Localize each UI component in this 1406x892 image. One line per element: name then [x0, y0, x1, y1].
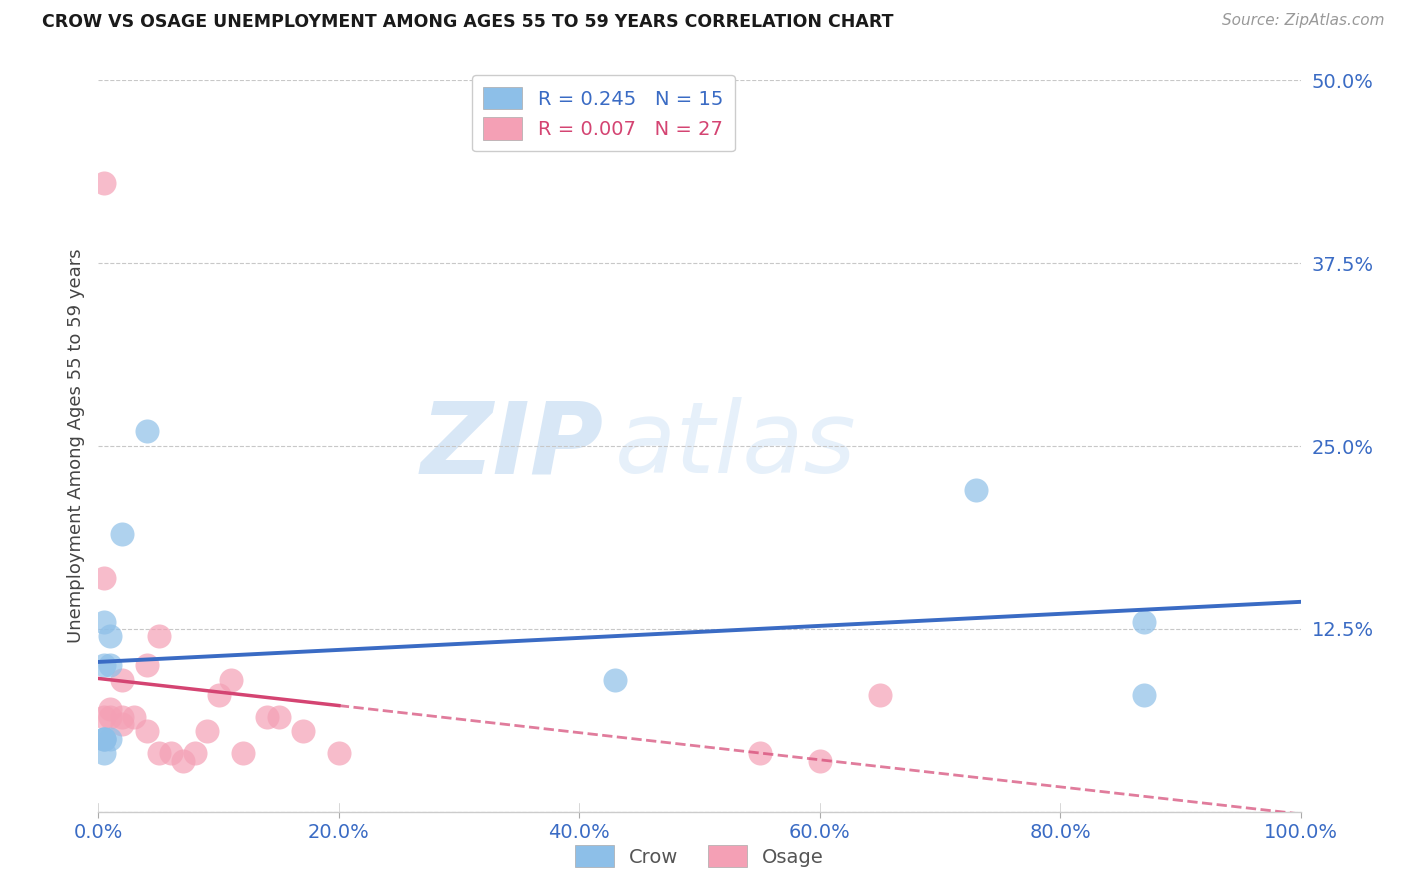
Point [135, 658, 157, 673]
Text: CROW VS OSAGE UNEMPLOYMENT AMONG AGES 55 TO 59 YEARS CORRELATION CHART: CROW VS OSAGE UNEMPLOYMENT AMONG AGES 55… [42, 13, 894, 31]
Text: atlas: atlas [616, 398, 858, 494]
Text: ZIP: ZIP [420, 398, 603, 494]
Point [135, 425, 157, 439]
Text: Source: ZipAtlas.com: Source: ZipAtlas.com [1222, 13, 1385, 29]
Point [93, 746, 115, 760]
Point [256, 709, 278, 723]
Point [100, 702, 122, 716]
Point [328, 746, 350, 760]
Point [135, 724, 157, 739]
Point [100, 658, 122, 673]
Point [111, 717, 134, 731]
Point [93, 731, 115, 746]
Point [219, 673, 242, 687]
Y-axis label: Unemployment Among Ages 55 to 59 years: Unemployment Among Ages 55 to 59 years [66, 249, 84, 643]
Point [869, 688, 891, 702]
Point [965, 483, 987, 497]
Point [183, 746, 205, 760]
Point [93, 731, 115, 746]
Point [93, 731, 115, 746]
Point [208, 688, 231, 702]
Point [111, 526, 134, 541]
Point [93, 709, 115, 723]
Point [291, 724, 314, 739]
Point [93, 658, 115, 673]
Point [148, 629, 170, 643]
Point [172, 754, 194, 768]
Point [1133, 615, 1156, 629]
Point [232, 746, 254, 760]
Point [159, 746, 181, 760]
Point [1133, 688, 1156, 702]
Point [93, 176, 115, 190]
Point [148, 746, 170, 760]
Point [100, 629, 122, 643]
Point [124, 709, 146, 723]
Point [100, 709, 122, 723]
Point [93, 571, 115, 585]
Point [100, 731, 122, 746]
Point [605, 673, 627, 687]
Legend: Crow, Osage: Crow, Osage [567, 837, 832, 875]
Point [111, 709, 134, 723]
Point [748, 746, 770, 760]
Point [195, 724, 218, 739]
Point [808, 754, 831, 768]
Point [267, 709, 290, 723]
Point [93, 615, 115, 629]
Point [111, 673, 134, 687]
